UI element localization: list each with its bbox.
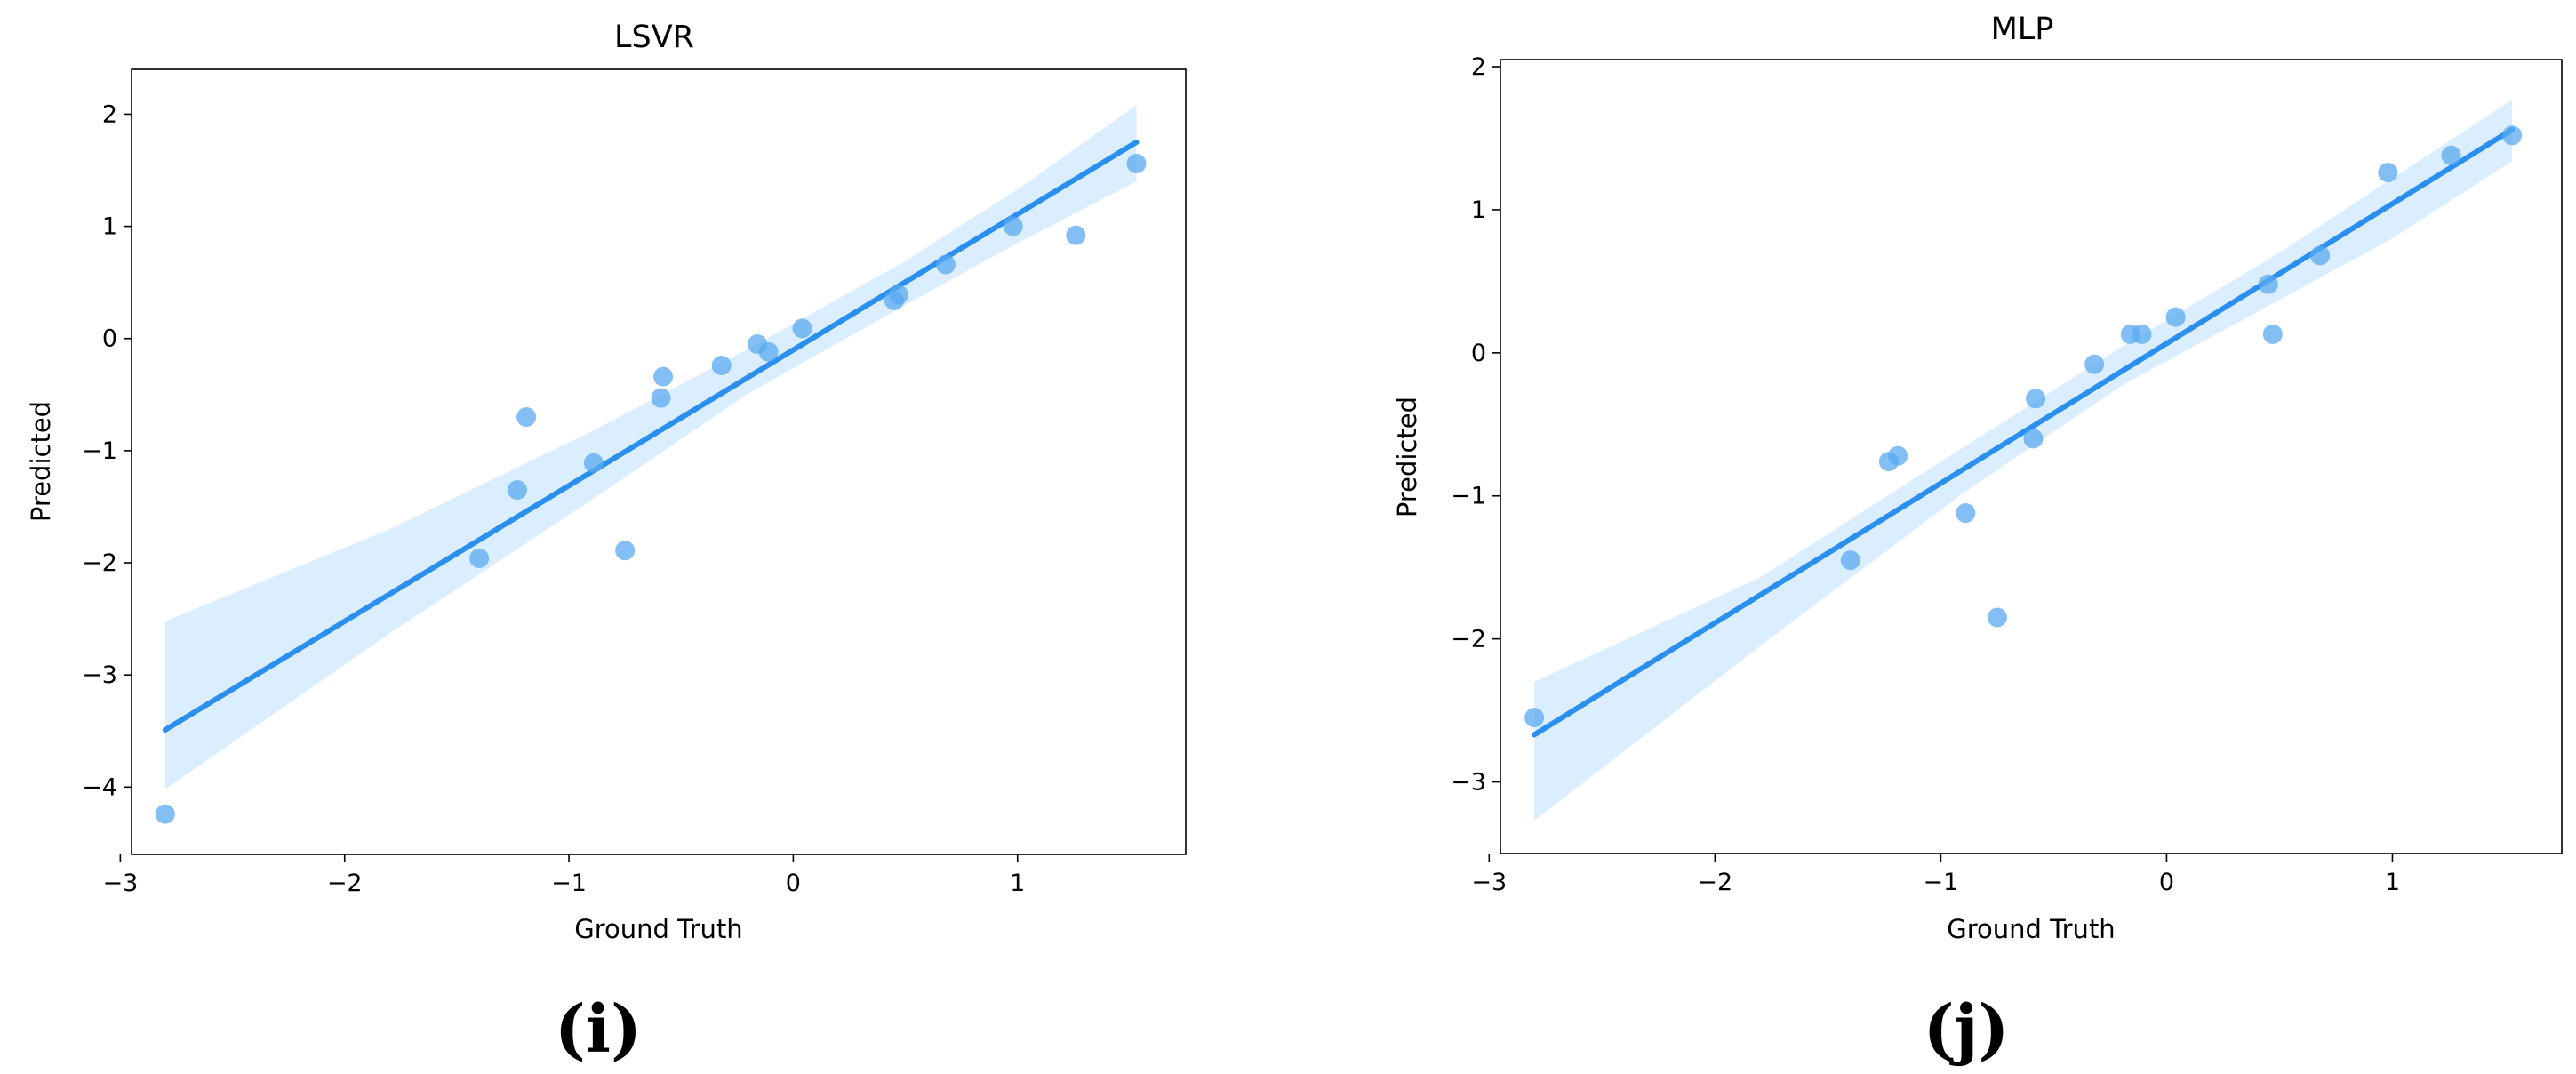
chart-title: LSVR [614,20,694,55]
y-axis-ticks: −4 −3 −2 −1 0 1 2 [82,100,132,801]
y-tick-label: −2 [1451,626,1486,653]
x-axis-ticks: −3 −2 −1 0 1 [102,854,1025,897]
y-axis-ticks: −3 −2 −1 0 1 2 [1451,53,1500,797]
data-point [2026,389,2046,409]
regression-line [162,139,1140,733]
plot-area [1500,59,2563,854]
data-point [1840,550,1860,571]
plot-area [131,68,1187,855]
chart-mlp: MLP −3 −2 −1 0 1 −3 −2 −1 0 1 2 Ground Truth Pred… [1392,12,2563,1068]
x-tick-label: −2 [1697,869,1732,896]
x-axis-title: Ground Truth [1947,914,2115,944]
y-tick-label: 0 [1471,340,1486,367]
y-tick-label: 2 [1471,53,1486,81]
x-tick-label: −3 [102,870,138,897]
y-tick-label: −2 [82,549,117,577]
x-tick-label: −2 [327,870,363,897]
y-tick-label: 1 [102,213,117,241]
y-tick-label: 2 [102,100,117,128]
data-point [1003,216,1023,236]
data-point [2165,307,2186,327]
data-point [1066,225,1086,245]
y-axis-title: Predicted [1392,397,1422,517]
data-point [2084,354,2105,374]
y-tick-label: −4 [82,773,117,801]
data-point [2378,163,2398,183]
data-point [2502,125,2523,146]
data-point [2310,245,2331,266]
y-tick-label: 1 [1471,196,1486,224]
data-point [469,548,490,568]
x-tick-label: 1 [2385,869,2400,896]
x-tick-label: 1 [1010,870,1025,897]
y-tick-label: −3 [1451,769,1486,797]
data-point [615,541,636,561]
axes-frame [1500,59,2563,854]
data-point [508,480,528,501]
data-point [1987,607,2007,628]
data-point [583,453,604,473]
confidence-band [164,105,1137,789]
panel-label: (j) [1924,991,2010,1068]
regression-line [1532,126,2516,738]
data-point [1956,503,1976,524]
data-point [155,804,175,824]
data-point [2441,145,2461,165]
data-point [889,285,909,305]
data-point [2262,324,2283,344]
axes-frame [131,68,1187,855]
y-tick-label: −3 [82,661,117,689]
x-tick-label: −1 [551,870,587,897]
y-tick-label: 0 [102,325,117,353]
y-axis-title: Predicted [26,401,56,522]
x-tick-label: −3 [1471,869,1507,896]
data-point [1126,153,1147,173]
data-point [653,366,674,387]
x-tick-label: −1 [1923,869,1958,896]
y-tick-label: −1 [1451,483,1486,510]
data-point [792,318,812,339]
data-point [2023,429,2044,449]
data-point [1888,445,1908,466]
data-point [1524,708,1545,728]
chart-title: MLP [1991,12,2054,47]
x-tick-label: 0 [2159,869,2174,896]
x-tick-label: 0 [786,870,801,897]
data-point [516,407,537,428]
y-tick-label: −1 [82,437,117,465]
x-axis-ticks: −3 −2 −1 0 1 [1471,854,2400,896]
x-axis-title: Ground Truth [574,914,742,944]
data-point [758,341,779,362]
chart-lsvr: LSVR −3 −2 −1 0 1 −4 −3 −2 −1 0 1 2 Ground Truth P… [26,20,1187,1068]
data-point [935,254,956,275]
panel-label: (i) [555,991,642,1068]
data-point [651,388,671,408]
data-points [1524,125,2523,728]
data-point [2132,324,2152,344]
data-points [155,153,1147,824]
data-point [2258,274,2278,294]
data-point [711,356,732,376]
